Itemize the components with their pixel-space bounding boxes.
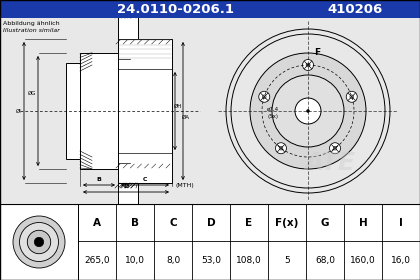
Circle shape: [276, 143, 286, 154]
Text: 16,0: 16,0: [391, 256, 411, 265]
Text: Abbildung ähnlich: Abbildung ähnlich: [3, 21, 60, 26]
Bar: [118, 39, 172, 183]
Circle shape: [226, 29, 390, 193]
Text: ATE: ATE: [304, 151, 356, 175]
Text: 10,0: 10,0: [125, 256, 145, 265]
Text: B: B: [97, 177, 102, 182]
Text: ØA: ØA: [182, 115, 190, 120]
Text: C: C: [143, 177, 147, 182]
Circle shape: [250, 53, 366, 169]
Circle shape: [19, 223, 58, 262]
Text: 5: 5: [284, 256, 290, 265]
Circle shape: [346, 91, 357, 102]
Text: I: I: [399, 218, 403, 227]
Bar: [66, 63, 80, 159]
Circle shape: [259, 91, 270, 102]
Circle shape: [13, 216, 65, 268]
Text: (MTH): (MTH): [175, 183, 194, 188]
Text: 265,0: 265,0: [84, 256, 110, 265]
Text: 108,0: 108,0: [236, 256, 262, 265]
Circle shape: [34, 237, 44, 247]
Text: Illustration similar: Illustration similar: [3, 28, 60, 33]
Bar: [118, 183, 138, 209]
Text: G: G: [321, 218, 329, 227]
Text: 68,0: 68,0: [315, 256, 335, 265]
Bar: [1, 18, 419, 203]
Circle shape: [231, 34, 385, 188]
Text: B: B: [131, 218, 139, 227]
Text: 160,0: 160,0: [350, 256, 376, 265]
Text: D: D: [207, 218, 215, 227]
Text: ø7,4: ø7,4: [267, 106, 279, 111]
Bar: [80, 53, 118, 169]
Text: (5x): (5x): [268, 113, 278, 118]
Circle shape: [272, 75, 344, 147]
Text: D: D: [123, 184, 129, 189]
Bar: [78, 204, 420, 280]
Text: ØI: ØI: [16, 109, 22, 113]
Text: 24.0110-0206.1: 24.0110-0206.1: [116, 3, 234, 15]
Bar: [118, 13, 138, 39]
Bar: [0, 204, 78, 280]
Text: F(x): F(x): [276, 218, 299, 227]
Text: E: E: [245, 218, 252, 227]
Circle shape: [307, 109, 310, 113]
Text: 8,0: 8,0: [166, 256, 180, 265]
Text: ØH: ØH: [174, 104, 182, 109]
Text: 53,0: 53,0: [201, 256, 221, 265]
Text: F: F: [314, 48, 320, 57]
Text: H: H: [359, 218, 368, 227]
Circle shape: [295, 98, 321, 124]
Circle shape: [330, 143, 341, 154]
Text: ØG: ØG: [27, 90, 36, 95]
Bar: [0, 0, 420, 18]
Circle shape: [27, 230, 51, 254]
Text: C: C: [169, 218, 177, 227]
Circle shape: [302, 60, 313, 71]
Text: A: A: [93, 218, 101, 227]
Text: 410206: 410206: [327, 3, 383, 15]
